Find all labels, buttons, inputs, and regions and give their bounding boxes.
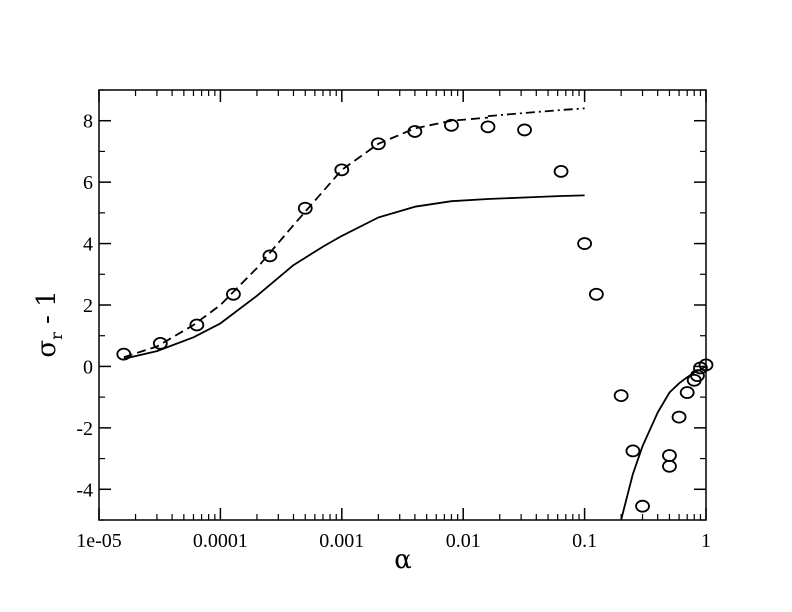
data-point-circle — [480, 120, 496, 134]
data-point-circle — [588, 287, 604, 301]
x-tick-label: 0.1 — [572, 530, 597, 552]
data-point-circle — [370, 137, 386, 151]
data-point-circle — [613, 389, 629, 403]
data-point-circle — [698, 358, 714, 372]
data-point-circle — [517, 123, 532, 137]
data-point-circle — [635, 499, 650, 513]
data-point-circle — [189, 318, 205, 332]
series-layer — [116, 107, 714, 521]
series-line-dashed-1 — [123, 116, 489, 359]
y-axis-label-symbol: σ — [32, 340, 62, 358]
y-tick-label: 8 — [83, 111, 93, 133]
axis-ticks — [98, 89, 707, 521]
y-tick-label: -4 — [76, 479, 93, 501]
x-axis-label: α — [394, 545, 412, 575]
y-tick-label: -2 — [76, 418, 93, 440]
data-point-circle — [297, 201, 313, 215]
data-point-circle — [334, 163, 350, 177]
y-tick-label: 0 — [83, 356, 93, 378]
x-tick-label: 1 — [701, 530, 711, 552]
data-point-circle — [553, 164, 569, 178]
series-line-solid-3 — [123, 194, 585, 360]
data-point-circle — [679, 386, 695, 399]
y-axis-label-subscript: r — [47, 332, 66, 340]
data-point-circle — [662, 459, 677, 473]
data-point-circle — [625, 444, 641, 458]
x-tick-label: 0.01 — [446, 530, 481, 552]
y-axis-label: σr - 1 — [32, 290, 66, 357]
y-tick-label: 4 — [83, 234, 93, 256]
x-tick-label: 0.0001 — [193, 530, 248, 552]
y-axis-label-tail: - 1 — [32, 290, 62, 332]
x-tick-label: 1e-05 — [76, 530, 122, 552]
y-tick-label: 2 — [83, 295, 93, 317]
data-point-circle — [116, 347, 132, 361]
data-point-circle — [226, 287, 241, 301]
data-point-circle — [671, 410, 687, 424]
y-tick-label: 6 — [83, 172, 93, 194]
series-line-solid-4 — [620, 365, 707, 521]
data-point-circle — [262, 249, 278, 263]
tick-labels: 1e-05 0.0001 0.001 0.01 0.1 1 -4 -2 0 2 4 6 8 — [76, 111, 711, 552]
x-tick-label: 0.001 — [319, 530, 364, 552]
data-point-circle — [577, 237, 592, 250]
